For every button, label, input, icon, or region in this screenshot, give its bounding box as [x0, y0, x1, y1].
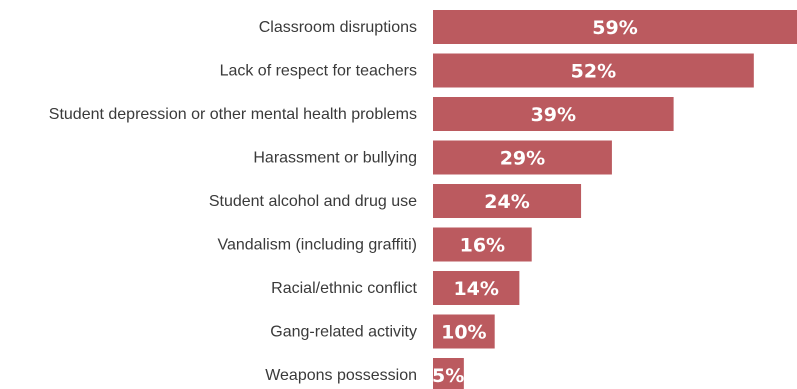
- bar-6: [433, 227, 532, 262]
- bar-4: [433, 140, 612, 175]
- bar-1: [433, 10, 797, 44]
- category-label: Student alcohol and drug use: [209, 193, 417, 210]
- value-label: 14%: [453, 278, 498, 300]
- value-label: 59%: [592, 17, 637, 39]
- bar-3: [433, 97, 674, 131]
- bar-2: [433, 53, 754, 88]
- value-label: 52%: [571, 61, 616, 83]
- bar-5: [433, 184, 582, 218]
- category-label: Classroom disruptions: [259, 19, 417, 36]
- category-label: Lack of respect for teachers: [220, 63, 417, 80]
- bar-8: [433, 314, 495, 349]
- value-label: 5%: [432, 365, 464, 387]
- category-label: Gang-related activity: [270, 324, 417, 341]
- value-label: 16%: [460, 235, 505, 257]
- value-label: 24%: [484, 191, 529, 213]
- bar-9: [433, 358, 464, 389]
- value-label: 39%: [531, 104, 576, 126]
- category-label: Weapons possession: [265, 367, 417, 384]
- category-label: Student depression or other mental healt…: [49, 106, 417, 123]
- value-label: 10%: [441, 322, 486, 344]
- category-label: Harassment or bullying: [253, 150, 417, 167]
- bar-7: [433, 271, 520, 305]
- value-label: 29%: [500, 148, 545, 170]
- bars-group: Classroom disruptions 59% Lack of respect …: [49, 10, 797, 389]
- category-label: Vandalism (including graffiti): [218, 237, 418, 254]
- category-label: Racial/ethnic conflict: [271, 280, 417, 297]
